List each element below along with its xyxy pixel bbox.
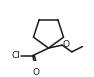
Text: O: O: [62, 40, 69, 49]
Text: Cl: Cl: [12, 51, 21, 60]
Text: O: O: [33, 68, 40, 77]
